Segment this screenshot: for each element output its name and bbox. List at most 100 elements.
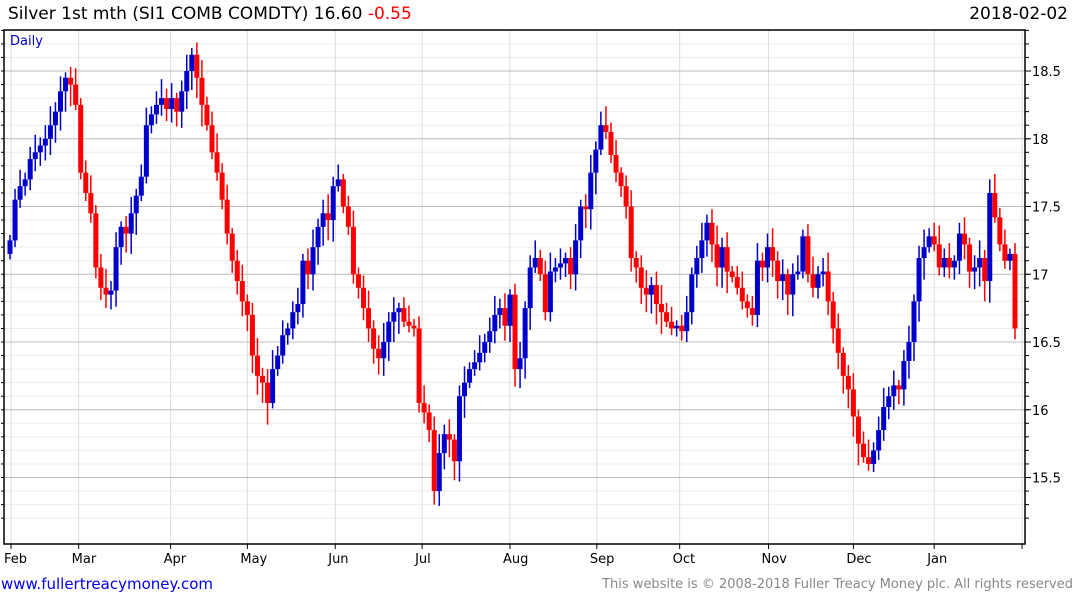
candle-down (502, 308, 508, 326)
candle-down (850, 389, 856, 417)
candle-up (507, 294, 513, 326)
candle-down (658, 304, 664, 313)
candle-up (179, 91, 185, 112)
candle-down (234, 260, 240, 282)
candle-down (73, 84, 79, 105)
candle-up (27, 159, 33, 180)
candle-up (113, 247, 119, 291)
candle-up (52, 111, 58, 126)
x-tick-label: Aug (503, 552, 528, 567)
candle-down (93, 213, 99, 268)
candle-up (32, 152, 38, 160)
candle-down (199, 77, 205, 105)
x-tick-label: Jul (414, 552, 431, 567)
candle-up (800, 236, 806, 272)
candle-down (628, 206, 634, 258)
candle-up (477, 352, 483, 363)
candle-up (790, 274, 796, 295)
candle-up (648, 285, 654, 295)
candle-up (320, 213, 326, 227)
candle-down (260, 375, 266, 383)
candle-down (350, 226, 356, 275)
candle-down (982, 257, 988, 282)
candle-down (214, 152, 220, 173)
x-tick-label: Nov (762, 552, 788, 567)
candle-up (492, 314, 498, 332)
candle-down (123, 226, 129, 234)
candle-up (951, 260, 957, 268)
candle-up (977, 257, 983, 268)
candle-down (664, 312, 670, 322)
candle-down (946, 257, 952, 268)
candle-up (47, 125, 53, 139)
x-tick-label: Jan (926, 552, 947, 567)
candle-down (340, 179, 346, 207)
candle-down (376, 348, 382, 359)
candle-down (618, 172, 624, 187)
candle-up (108, 290, 114, 295)
candle-up (795, 271, 801, 275)
candle-down (623, 186, 629, 207)
candle-down (78, 104, 84, 173)
candle-up (704, 222, 710, 241)
candle-down (749, 308, 755, 315)
candle-down (204, 104, 210, 126)
candle-up (557, 263, 563, 268)
candle-down (997, 217, 1003, 245)
candle-up (754, 260, 760, 315)
candle-up (674, 325, 680, 329)
candle-up (128, 213, 134, 234)
candle-down (194, 54, 200, 78)
candle-up (396, 308, 402, 313)
candle-down (840, 352, 846, 376)
candle-up (482, 342, 488, 353)
candle-down (961, 233, 967, 245)
candle-up (467, 369, 473, 383)
x-tick-label: Apr (164, 552, 187, 567)
candle-down (860, 443, 866, 458)
x-tick-label: Oct (673, 552, 695, 567)
candle-up (911, 301, 917, 342)
candle-up (275, 355, 281, 370)
candle-down (775, 260, 781, 282)
x-tick-label: Jun (327, 552, 348, 567)
period-label: Daily (10, 34, 43, 49)
candle-up (593, 149, 599, 173)
candle-up (517, 358, 523, 370)
candle-down (830, 301, 836, 329)
candle-down (638, 267, 644, 288)
candle-down (770, 247, 776, 261)
website-link[interactable]: www.fullertreacymoney.com (1, 575, 214, 593)
candle-up (552, 267, 558, 272)
candle-down (174, 98, 180, 112)
candle-down (446, 434, 452, 440)
candle-up (138, 176, 144, 196)
candle-down (759, 260, 765, 268)
candle-down (845, 375, 851, 390)
candle-down (325, 213, 331, 221)
candle-down (734, 276, 740, 288)
candle-down (426, 412, 432, 431)
candle-up (871, 450, 877, 464)
plot-frame (3, 29, 1026, 545)
candle-up (58, 91, 64, 112)
candle-up (472, 362, 478, 370)
candle-up (598, 125, 604, 150)
candle-up (159, 98, 165, 105)
x-tick-label: Sep (590, 552, 615, 567)
candle-down (239, 281, 245, 302)
candle-up (563, 257, 569, 264)
candle-up (441, 434, 447, 454)
candle-down (653, 285, 659, 305)
candle-up (189, 54, 195, 71)
candle-up (456, 396, 462, 462)
candle-down (249, 314, 255, 356)
candle-up (436, 453, 442, 492)
candle-down (103, 287, 109, 295)
candle-up (815, 274, 821, 288)
y-tick-label: 16 (1032, 404, 1049, 419)
x-tick-label: Feb (4, 552, 27, 567)
candle-down (537, 257, 543, 275)
candle-up (487, 331, 493, 342)
